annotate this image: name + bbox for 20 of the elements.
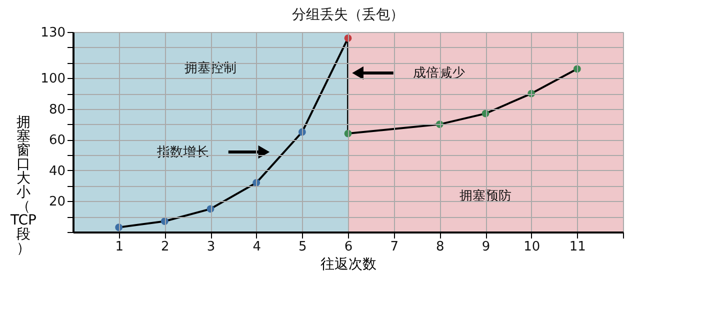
x-tick-label: 4 — [252, 240, 261, 254]
y-tick-label: 20 — [48, 194, 66, 210]
y-tick-label: 80 — [48, 102, 66, 118]
text: 拥塞窗口大小（TCP段） — [10, 114, 36, 256]
x-tick-label: 1 — [115, 240, 124, 254]
x-tick-label: 8 — [436, 240, 444, 254]
x-tick-label: 7 — [390, 240, 398, 254]
x-tick-label: 2 — [161, 240, 170, 254]
x-tick-label: 6 — [344, 240, 353, 254]
x-tick-label: 5 — [298, 240, 307, 254]
y-tick-label: 60 — [48, 133, 66, 148]
chart-title: 分组丢失（丢包） — [292, 7, 404, 23]
y-tick-label: 40 — [48, 164, 66, 179]
y-tick-label: 130 — [40, 26, 66, 40]
x-tick-label: 10 — [524, 240, 540, 254]
x-tick-label: 11 — [569, 240, 586, 254]
x-tick-label: 9 — [482, 240, 490, 254]
y-tick-label: 100 — [40, 72, 66, 87]
x-tick-label: 3 — [206, 240, 216, 254]
x-axis-title: 往返次数 — [320, 256, 376, 272]
